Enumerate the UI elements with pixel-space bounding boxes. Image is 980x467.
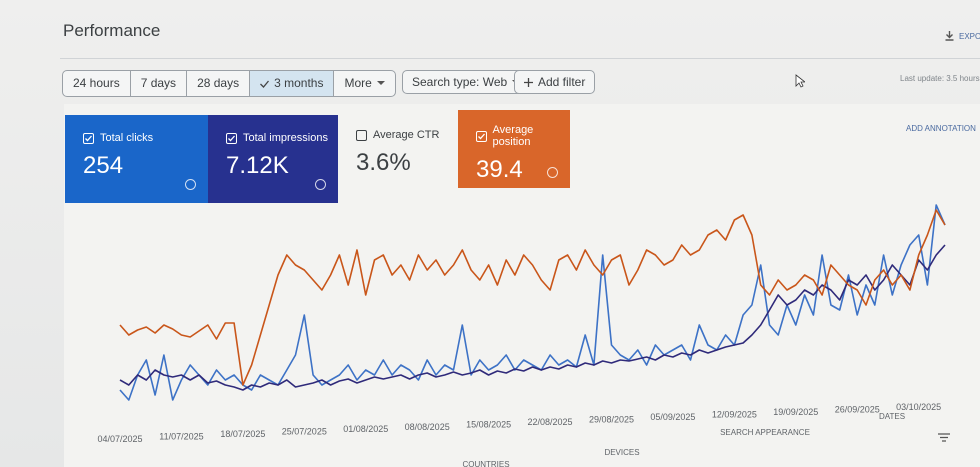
range-button[interactable]: 24 hours <box>63 71 131 96</box>
add-annotation[interactable]: ADD ANNOTATION <box>906 124 976 133</box>
tab[interactable]: DATES <box>878 412 906 421</box>
divider <box>60 58 980 59</box>
range-label: 28 days <box>197 76 240 90</box>
checkbox[interactable] <box>83 132 94 144</box>
x-tick-label: 01/08/2025 <box>343 424 388 434</box>
x-tick-label: 12/09/2025 <box>712 410 757 420</box>
page-title: Performance <box>63 21 161 40</box>
help-icon <box>185 179 196 190</box>
add-filter-button[interactable]: Add filter <box>514 70 596 94</box>
card-value: 7.12K <box>226 152 289 179</box>
x-tick-label: 03/10/2025 <box>896 402 941 412</box>
card-label: Average position <box>492 124 534 148</box>
card-label-row: Total impressions <box>226 132 338 144</box>
checkbox[interactable] <box>226 132 237 144</box>
x-tick-label: 08/08/2025 <box>405 422 450 432</box>
filter-icon[interactable] <box>938 433 950 442</box>
x-tick-label: 11/07/2025 <box>159 432 203 442</box>
card-value: 39.4 <box>476 156 523 183</box>
check-path <box>228 135 235 141</box>
ctr-card[interactable]: Average CTR 3.6% <box>338 115 458 203</box>
check-path <box>260 80 270 88</box>
search-type-button[interactable]: Search type: Web <box>402 70 531 94</box>
card-label-row: Total clicks <box>83 132 208 144</box>
check-path <box>478 133 485 139</box>
add-filter-label: Add filter <box>538 75 586 89</box>
export-button[interactable]: EXPORT <box>945 31 980 41</box>
x-tick-label: 18/07/2025 <box>220 429 265 439</box>
card-value: 254 <box>83 152 124 179</box>
card-label: Total clicks <box>100 132 154 144</box>
range-button[interactable]: 28 days <box>187 71 251 96</box>
range-label: More <box>344 76 372 90</box>
range-button[interactable]: 7 days <box>131 71 188 96</box>
check-icon <box>260 80 270 88</box>
x-tick-label: 26/09/2025 <box>835 405 880 415</box>
plus-icon <box>524 77 533 87</box>
range-button[interactable]: More <box>334 71 394 96</box>
caret-icon <box>376 81 385 85</box>
x-tick-label: 22/08/2025 <box>528 417 573 427</box>
card-label: Total impressions <box>243 132 328 144</box>
range-label: 3 months <box>274 76 324 90</box>
help-icon <box>547 167 558 178</box>
tab[interactable]: COUNTRIES <box>462 460 510 467</box>
metric-card[interactable]: Average position 39.4 <box>458 110 570 188</box>
x-tick-label: 25/07/2025 <box>282 427 327 437</box>
series-line <box>119 204 946 401</box>
download-icon <box>945 31 954 41</box>
checkbox[interactable] <box>476 130 487 142</box>
series-line <box>119 209 946 386</box>
checkbox[interactable] <box>356 129 367 141</box>
x-tick-label: 05/09/2025 <box>650 412 695 422</box>
check-path <box>85 135 92 141</box>
x-tick-label: 04/07/2025 <box>97 434 142 444</box>
card-value: 3.6% <box>356 149 411 176</box>
range-label: 24 hours <box>73 76 120 90</box>
metric-card[interactable]: Total impressions 7.12K <box>208 115 338 203</box>
check-icon <box>228 135 235 141</box>
x-tick-label: 29/08/2025 <box>589 414 634 424</box>
check-icon <box>478 133 485 139</box>
check-icon <box>85 135 92 141</box>
caret-path <box>376 81 385 85</box>
x-tick-label: 15/08/2025 <box>466 419 511 429</box>
range-button[interactable]: 3 months <box>250 71 335 96</box>
tab-bar: COUNTRIES DEVICES SEARCH APPEARANCE DATES <box>0 412 980 467</box>
search-type-label: Search type: Web <box>412 75 508 89</box>
card-label: Average CTR <box>373 129 440 141</box>
card-label-row: Average position <box>476 124 570 148</box>
last-update: Last update: 3.5 hours ago <box>900 74 980 83</box>
series-line <box>119 244 946 391</box>
mouse-cursor <box>795 74 805 88</box>
export-label: EXPORT <box>959 31 980 41</box>
range-label: 7 days <box>140 76 177 90</box>
tab[interactable]: DEVICES <box>604 448 640 457</box>
metric-card[interactable]: Total clicks 254 <box>65 115 208 203</box>
date-range-group: 24 hours 7 days 28 days 3 months More <box>62 70 396 97</box>
tab[interactable]: SEARCH APPEARANCE <box>720 428 810 437</box>
x-tick-label: 19/09/2025 <box>773 407 818 417</box>
help-icon <box>315 179 326 190</box>
